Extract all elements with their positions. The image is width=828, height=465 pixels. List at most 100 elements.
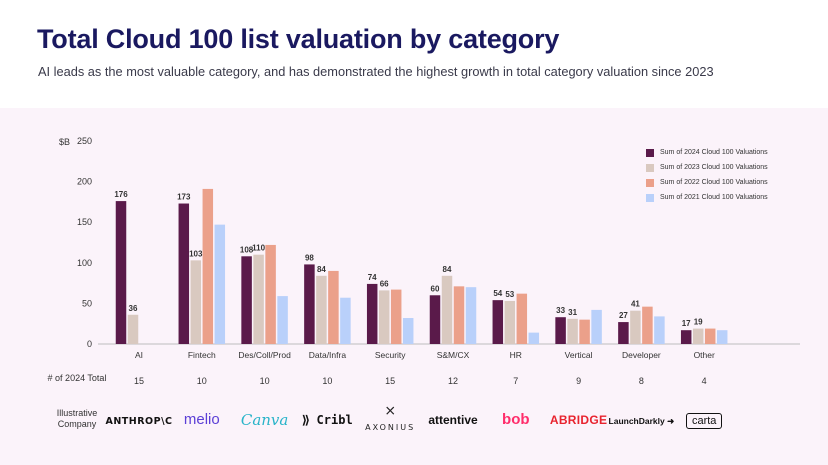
company-logo-text: attentive xyxy=(428,413,478,427)
y-tick-label: 50 xyxy=(82,298,92,308)
x-tick-label: S&M/CX xyxy=(437,350,470,360)
company-logo: melio xyxy=(160,411,244,429)
bar xyxy=(504,300,516,344)
count-value: 10 xyxy=(322,376,333,386)
data-label: 27 xyxy=(619,311,628,320)
bar xyxy=(618,322,629,344)
legend-label-2021: Sum of 2021 Cloud 100 Valuations xyxy=(660,194,768,201)
x-tick-label: Developer xyxy=(622,350,661,360)
bar xyxy=(304,264,315,344)
axonius-mark-icon: ⨯ xyxy=(384,402,397,418)
company-logo-text: Canva xyxy=(240,411,289,429)
data-label: 17 xyxy=(682,319,691,328)
data-label: 60 xyxy=(431,284,440,293)
bar xyxy=(127,314,139,344)
company-logo-text: ANTHROP\C xyxy=(105,416,173,427)
legend-swatch-2024 xyxy=(646,148,654,157)
data-label: 41 xyxy=(631,300,640,309)
bar xyxy=(178,203,190,344)
bar xyxy=(528,332,540,344)
legend-swatch-2022 xyxy=(646,178,654,187)
company-logo: ABRIDGE xyxy=(537,411,621,429)
legend-label-2023: Sum of 2023 Cloud 100 Valuations xyxy=(660,164,768,171)
bar xyxy=(253,254,264,344)
bar xyxy=(680,330,692,344)
x-tick-label: Data/Infra xyxy=(309,350,347,360)
legend-item-2023: Sum of 2023 Cloud 100 Valuations xyxy=(646,160,768,175)
y-tick-label: 100 xyxy=(77,258,92,268)
company-logo: ANTHROP\C xyxy=(97,411,181,429)
legend-label-2024: Sum of 2024 Cloud 100 Valuations xyxy=(660,149,768,156)
data-label: 103 xyxy=(189,249,203,258)
bar xyxy=(579,319,590,344)
count-value: 10 xyxy=(259,376,270,386)
company-logo-text: bob xyxy=(502,411,530,428)
bar xyxy=(429,295,441,344)
legend-item-2022: Sum of 2022 Cloud 100 Valuations xyxy=(646,175,768,190)
data-label: 110 xyxy=(252,244,265,253)
legend-item-2021: Sum of 2021 Cloud 100 Valuations xyxy=(646,190,768,205)
bar xyxy=(492,300,504,344)
data-label: 54 xyxy=(493,289,502,298)
company-logo-text: AXONIUS xyxy=(365,423,416,432)
data-label: 84 xyxy=(317,265,326,274)
data-label: 108 xyxy=(240,245,254,254)
bar xyxy=(402,318,414,344)
bar-chart: $B 0 50 100 150 200 250 176 36 AI 173 103 Fintech 108… xyxy=(59,136,800,360)
x-tick-label: Other xyxy=(694,350,715,360)
count-value: 7 xyxy=(513,376,519,386)
data-label: 74 xyxy=(368,273,377,282)
bar xyxy=(316,275,327,344)
y-tick-label: 150 xyxy=(77,217,92,227)
data-label: 176 xyxy=(114,190,128,199)
legend-swatch-2023 xyxy=(646,163,654,172)
company-logo-text: carta xyxy=(685,413,723,429)
legend-swatch-2021 xyxy=(646,193,654,202)
bar xyxy=(241,256,252,344)
bar xyxy=(642,306,653,344)
count-value: 8 xyxy=(638,376,644,386)
bar xyxy=(555,317,566,344)
bar xyxy=(465,287,477,344)
company-logo: carta xyxy=(662,411,746,429)
company-row-label: Illustrative Company xyxy=(56,408,98,429)
x-tick-label: Fintech xyxy=(188,350,216,360)
bar xyxy=(366,283,378,344)
x-tick-label: HR xyxy=(510,350,522,360)
bar xyxy=(265,244,276,344)
page-title: Total Cloud 100 list valuation by catego… xyxy=(37,24,560,54)
bar xyxy=(390,289,402,344)
bar xyxy=(277,296,288,344)
company-logo: bob xyxy=(474,411,558,429)
count-value: 9 xyxy=(576,376,582,386)
company-logo: ⨯ AXONIUS xyxy=(348,402,432,435)
count-value: 10 xyxy=(196,376,207,386)
x-tick-label: Security xyxy=(375,350,406,360)
data-label: 19 xyxy=(694,318,703,327)
bar xyxy=(441,275,453,344)
bar xyxy=(202,188,214,344)
company-logo-text: LaunchDarkly ➜ xyxy=(608,416,675,426)
chart-panel: $B 0 50 100 150 200 250 176 36 AI 173 103 Fintech 108… xyxy=(0,108,828,465)
count-value: 12 xyxy=(447,376,458,386)
bar xyxy=(378,290,390,344)
y-tick-label: 0 xyxy=(87,339,92,349)
y-unit-label: $B xyxy=(59,137,70,147)
data-label: 98 xyxy=(305,253,314,262)
company-logo-text: ABRIDGE xyxy=(549,413,608,427)
company-logo-text: ⟫ Cribl xyxy=(302,413,353,427)
count-value: 15 xyxy=(133,376,144,386)
chart-legend: Sum of 2024 Cloud 100 Valuations Sum of … xyxy=(646,145,768,205)
bar xyxy=(453,286,465,344)
bar xyxy=(328,270,339,344)
company-logo: attentive xyxy=(411,411,495,429)
y-tick-label: 250 xyxy=(77,136,92,146)
legend-item-2024: Sum of 2024 Cloud 100 Valuations xyxy=(646,145,768,160)
legend-label-2022: Sum of 2022 Cloud 100 Valuations xyxy=(660,179,768,186)
y-tick-label: 200 xyxy=(77,177,92,187)
bar xyxy=(190,260,202,344)
bar xyxy=(630,310,641,344)
count-row-label: # of 2024 Total xyxy=(47,373,107,383)
bar xyxy=(516,293,528,344)
data-label: 31 xyxy=(568,308,577,317)
